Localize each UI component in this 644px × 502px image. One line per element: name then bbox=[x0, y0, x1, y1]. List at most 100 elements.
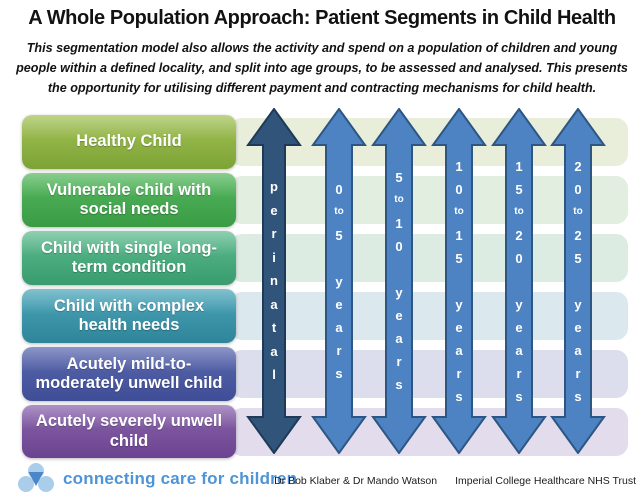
arrow-label-char: 0 bbox=[515, 250, 523, 266]
subtitle-line: the opportunity for utilising different … bbox=[47, 80, 597, 95]
arrow-label-char: 2 bbox=[515, 227, 523, 243]
page-title: A Whole Population Approach: Patient Seg… bbox=[28, 7, 616, 29]
arrow-label-char: 1 bbox=[515, 158, 523, 174]
arrow-label-char: a bbox=[335, 319, 343, 335]
arrow-label-char: s bbox=[455, 388, 463, 404]
segment-box: Acutely severely unwell child bbox=[22, 405, 236, 458]
segmentation-diagram: Healthy Child Vulnerable child with socia… bbox=[22, 108, 628, 458]
arrow-label-char: a bbox=[574, 342, 582, 358]
segment-box: Child with complex health needs bbox=[22, 289, 236, 343]
arrow-label-char: s bbox=[335, 365, 343, 381]
segment-band bbox=[230, 176, 628, 224]
arrow-label-char: s bbox=[574, 388, 582, 404]
subtitle: This segmentation model also allows the … bbox=[14, 39, 630, 99]
double-headed-arrow-icon bbox=[491, 108, 547, 454]
arrow-label-char: r bbox=[456, 365, 462, 381]
arrow-label-char: r bbox=[396, 354, 402, 369]
arrow-label-char: to bbox=[454, 205, 464, 217]
arrow-label-char: l bbox=[272, 367, 276, 383]
arrow-label-char: p bbox=[270, 179, 278, 195]
arrow-label-char: e bbox=[515, 319, 523, 335]
ccc-logo: connecting care for children bbox=[18, 463, 297, 494]
age-arrow-5-to-10-years-label: 5 to 1 0 y e a r s bbox=[370, 108, 428, 454]
arrow-label-char: 0 bbox=[335, 181, 343, 197]
arrow-label-char: t bbox=[271, 320, 277, 336]
arrow-label-char: 0 bbox=[395, 239, 403, 254]
arrow-label-char: 5 bbox=[515, 181, 523, 197]
arrow-label-char: 2 bbox=[574, 227, 582, 243]
arrow-label-char: 5 bbox=[395, 170, 403, 185]
segment-label: Acutely mild-to-moderately unwell child bbox=[35, 354, 223, 392]
double-headed-arrow-icon bbox=[311, 108, 367, 454]
ccc-logo-text: connecting care for children bbox=[63, 468, 298, 488]
arrow-label-char: 0 bbox=[455, 181, 463, 197]
logo-bubble-icon bbox=[38, 476, 54, 492]
segment-label: Child with single long-term condition bbox=[41, 238, 217, 276]
arrow-label-char: e bbox=[574, 319, 582, 335]
arrow-label-char: y bbox=[335, 273, 343, 289]
arrow-label-char: to bbox=[514, 205, 524, 217]
arrow-label-char: to bbox=[334, 205, 344, 217]
segment-box: Acutely mild-to-moderately unwell child bbox=[22, 347, 236, 401]
age-arrow-20-to-25-years-label: 2 0 to 2 5 y e a r s bbox=[549, 108, 607, 454]
age-arrow-15-to-20-years: 1 5 to 2 0 y e a r s bbox=[490, 108, 548, 454]
arrow-label-char: 1 bbox=[395, 216, 403, 231]
arrow-label-char: a bbox=[270, 343, 278, 359]
arrow-label-char: a bbox=[455, 342, 463, 358]
connecting-care-trefoil-icon bbox=[18, 463, 54, 494]
arrow-label-char: s bbox=[395, 377, 403, 392]
arrow-label-char: 1 bbox=[455, 158, 463, 174]
double-headed-arrow-icon bbox=[246, 108, 302, 454]
arrow-label-char: r bbox=[575, 365, 581, 381]
segment-band bbox=[230, 350, 628, 398]
arrow-label-char: to bbox=[394, 194, 404, 205]
arrow-label-char: e bbox=[270, 202, 278, 218]
age-arrow-0-to-5-years-label: 0 to 5 y e a r s bbox=[310, 108, 368, 454]
age-arrow-0-to-5-years: 0 to 5 y e a r s bbox=[310, 108, 368, 454]
segment-band bbox=[230, 234, 628, 282]
arrow-label-char: y bbox=[515, 296, 523, 312]
age-arrow-10-to-15-years: 1 0 to 1 5 y e a r s bbox=[430, 108, 488, 454]
arrow-label-char: n bbox=[270, 273, 278, 289]
age-arrow-20-to-25-years: 2 0 to 2 5 y e a r s bbox=[549, 108, 607, 454]
arrow-label-char: y bbox=[455, 296, 463, 312]
age-arrow-15-to-20-years-label: 1 5 to 2 0 y e a r s bbox=[490, 108, 548, 454]
arrow-label-char: e bbox=[395, 308, 403, 323]
age-arrow-5-to-10-years: 5 to 1 0 y e a r s bbox=[370, 108, 428, 454]
arrow-label-char: r bbox=[271, 226, 277, 242]
arrow-label-char: 1 bbox=[455, 227, 463, 243]
segment-label: Acutely severely unwell child bbox=[35, 412, 223, 450]
arrow-label-char: r bbox=[336, 342, 342, 358]
arrow-label-char: a bbox=[270, 296, 278, 312]
arrow-label-char: 5 bbox=[574, 250, 582, 266]
segment-box: Vulnerable child with social needs bbox=[22, 173, 236, 227]
segment-band bbox=[230, 292, 628, 340]
arrow-label-char: r bbox=[516, 365, 522, 381]
arrow-label-char: e bbox=[335, 296, 343, 312]
segment-label: Healthy Child bbox=[76, 132, 182, 151]
credits-authors: Dr Bob Klaber & Dr Mando Watson bbox=[274, 475, 438, 487]
arrow-label-char: e bbox=[455, 319, 463, 335]
arrow-label-char: to bbox=[573, 205, 583, 217]
arrow-label-char: a bbox=[515, 342, 523, 358]
arrow-label-char: s bbox=[515, 388, 523, 404]
double-headed-arrow-icon bbox=[550, 108, 606, 454]
subtitle-line: people within a defined locality, and sp… bbox=[16, 60, 628, 75]
arrow-label-char: 5 bbox=[335, 227, 343, 243]
arrow-label-char: 0 bbox=[574, 181, 582, 197]
credits: Dr Bob Klaber & Dr Mando Watson Imperial… bbox=[274, 475, 636, 487]
double-headed-arrow-icon bbox=[371, 108, 427, 454]
segment-box: Child with single long-term condition bbox=[22, 231, 236, 285]
arrow-label-char: y bbox=[574, 296, 582, 312]
credits-organisation: Imperial College Healthcare NHS Trust bbox=[455, 475, 636, 487]
arrow-label-char: 5 bbox=[455, 250, 463, 266]
segment-label: Child with complex health needs bbox=[53, 296, 205, 334]
arrow-label-char: 2 bbox=[574, 158, 582, 174]
segment-box: Healthy Child bbox=[22, 115, 236, 169]
logo-bubble-icon bbox=[18, 476, 34, 492]
arrow-label-char: i bbox=[272, 249, 276, 265]
arrow-label-char: a bbox=[395, 331, 403, 346]
subtitle-line: This segmentation model also allows the … bbox=[26, 41, 618, 55]
